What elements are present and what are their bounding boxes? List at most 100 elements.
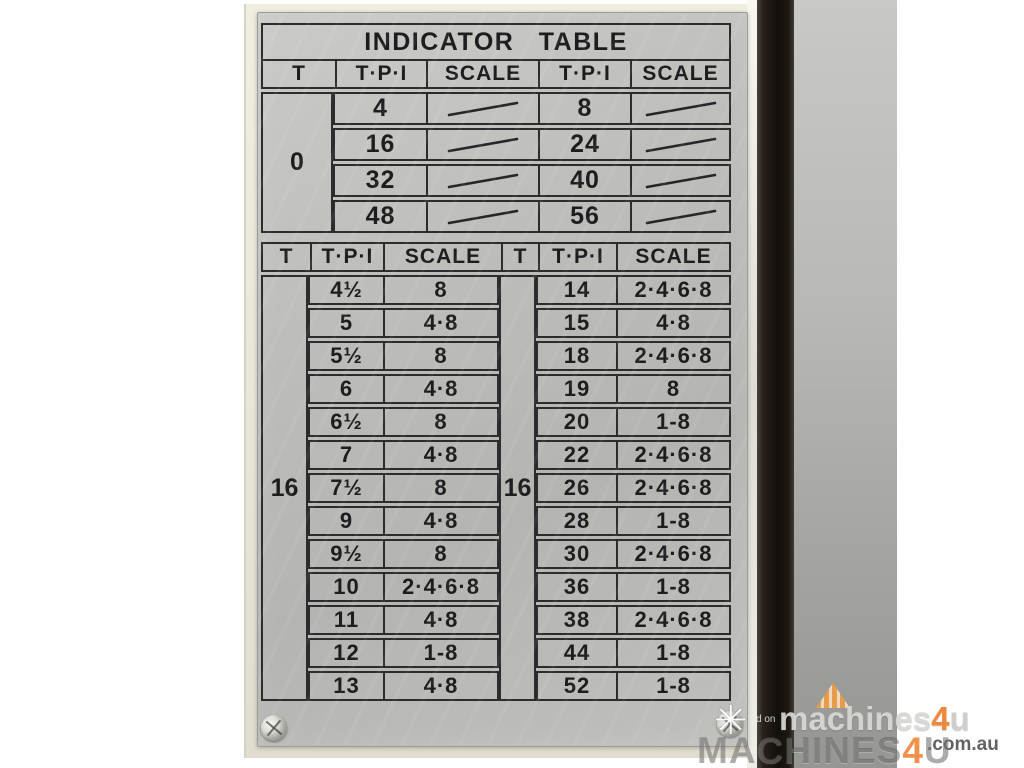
upper-header-row: T T·P·I SCALE T·P·I SCALE [261,59,731,89]
header-cell-tpi: T·P·I [335,61,426,87]
table-row: 28 1-8 [536,506,731,536]
table-row: 7 4·8 [308,440,499,470]
scale-cell: 1-8 [383,640,497,666]
indicator-table-lower: T T·P·I SCALE T T·P·I SCALE 16 4½ 8 5 4·8 5½… [261,242,731,701]
tpi-cell: 11 [333,607,360,632]
tpi-cell: 40 [538,166,630,195]
scale-cell [426,202,538,231]
tpi-cell: 44 [563,640,591,665]
table-row: 26 2·4·6·8 [536,473,731,503]
header-cell-t: T [501,244,538,270]
scale-cell: 1-8 [616,409,729,435]
tpi-cell: 28 [563,508,591,533]
tpi-cell: 9 [339,508,354,533]
scale-slash-icon [645,173,716,188]
watermark-domain: .com.au [927,734,999,755]
scale-slash-icon [447,137,519,152]
tpi-cell: 16 [365,130,396,158]
brand-prefix: machines [779,700,932,737]
scale-cell: 2·4·6·8 [616,541,729,567]
tpi-cell: 13 [333,673,360,698]
table-row: 38 2·4·6·8 [536,605,731,635]
table-row: 12 1-8 [308,638,499,668]
scale-cell: 4·8 [383,508,497,534]
panel-edge-highlight [747,0,757,768]
tpi-cell: 38 [563,607,591,632]
tpi-cell: 56 [538,202,630,231]
tpi-cell: 32 [365,166,396,194]
scale-cell [426,166,538,195]
watermark-ghost-brand: MACHINES4U [697,730,952,768]
header-cell-t: T [279,245,294,268]
screw-icon [717,711,743,737]
scale-cell: 4·8 [383,442,497,468]
tpi-cell: 5½ [330,343,363,368]
indicator-plate: INDICATOR TABLE T T·P·I SCALE T·P·I SCAL… [257,12,748,747]
tpi-cell: 4 [373,94,388,122]
table-row: 22 2·4·6·8 [536,440,731,470]
scale-cell: 4·8 [616,310,729,336]
t-value-cell: 0 [261,92,333,233]
tpi-cell: 7½ [330,475,363,500]
table-row: 14 2·4·6·8 [536,275,731,305]
watermark-brand: machines4u [779,700,970,738]
tpi-cell: 8 [538,94,630,123]
header-cell-scale: SCALE [630,61,729,87]
tpi-cell: 6 [339,376,354,401]
table-row: 4½ 8 [308,275,499,305]
tpi-cell: 22 [563,442,591,467]
table-row: 9 4·8 [308,506,499,536]
tpi-cell: 18 [563,343,591,368]
dark-trim-strip [757,0,794,768]
t-value-cell: 16 [499,275,536,701]
scale-cell [630,130,729,159]
table-row: 9½ 8 [308,539,499,569]
scale-cell: 2·4·6·8 [383,574,497,600]
tpi-cell: 48 [365,202,396,230]
scale-cell [426,130,538,159]
table-row: 32 40 [333,164,731,197]
table-row: 52 1-8 [536,671,731,701]
t-value-cell: 16 [261,275,308,701]
scale-cell: 1-8 [616,640,729,666]
scale-cell: 8 [383,409,497,435]
table-row: 11 4·8 [308,605,499,635]
scale-slash-icon [447,209,519,224]
table-row: 10 2·4·6·8 [308,572,499,602]
scale-cell: 2·4·6·8 [616,607,729,633]
tpi-cell: 9½ [330,541,363,566]
plate-title: INDICATOR TABLE [261,23,731,61]
scale-cell: 1-8 [616,574,729,600]
ghost-prefix: MACHINES [697,730,903,768]
scale-cell: 2·4·6·8 [616,277,729,303]
table-row: 6 4·8 [308,374,499,404]
tpi-cell: 52 [563,673,591,698]
tpi-cell: 20 [563,409,591,434]
tpi-cell: 5 [339,310,354,335]
tpi-cell: 26 [563,475,591,500]
scale-cell: 8 [383,475,497,501]
scale-slash-icon [645,101,716,116]
header-cell-scale: SCALE [616,244,729,270]
tpi-cell: 14 [563,277,591,302]
header-cell-tpi: T·P·I [538,61,630,87]
table-row: 13 4·8 [308,671,499,701]
brand-suffix: u [949,700,970,737]
tpi-cell: 7 [339,442,354,467]
scale-slash-icon [447,101,519,116]
tpi-cell: 4½ [330,277,363,302]
tpi-cell: 6½ [330,409,363,434]
header-cell-t: T [292,62,306,85]
table-row: 6½ 8 [308,407,499,437]
table-row: 18 2·4·6·8 [536,341,731,371]
scale-cell: 4·8 [383,310,497,336]
scale-slash-icon [645,209,716,224]
lower-body: 16 4½ 8 5 4·8 5½ 8 6 4·8 6½ 8 7 4·8 7½ 8 9 4·8 9½ 8 10 2·4·… [261,275,731,701]
tpi-cell: 19 [563,376,591,401]
scale-cell [630,202,729,231]
scale-cell: 4·8 [383,673,497,699]
header-cell-tpi: T·P·I [538,244,616,270]
scale-cell [426,94,538,123]
